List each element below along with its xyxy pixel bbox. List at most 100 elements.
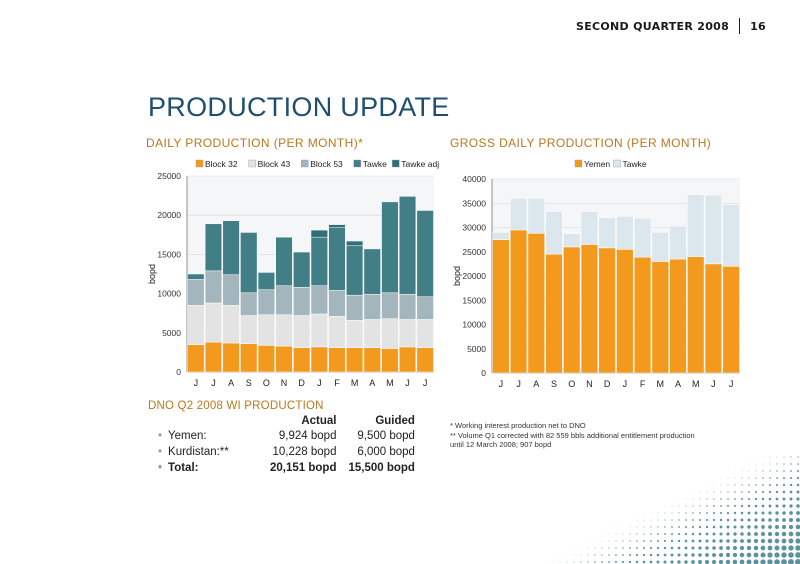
pattern-dot (601, 561, 603, 563)
pattern-dot (706, 484, 708, 486)
pattern-dot (734, 498, 736, 500)
pattern-dot (781, 524, 787, 530)
bar-segment (328, 347, 346, 373)
bar-segment (633, 218, 652, 258)
bar-segment (704, 194, 723, 265)
bar-segment (363, 319, 381, 348)
y-tick-label: 25000 (157, 171, 181, 181)
pattern-dot (663, 560, 667, 564)
pattern-dot (720, 491, 722, 493)
pattern-dot (671, 519, 673, 521)
bar-segment (669, 225, 687, 260)
pattern-dot (635, 560, 639, 564)
pattern-dot (713, 484, 715, 486)
row-label: • Kurdistan:** (158, 444, 258, 460)
pattern-dot (796, 490, 800, 494)
pattern-dot (636, 526, 638, 528)
x-tick-label: F (334, 378, 340, 388)
pattern-dot (692, 519, 694, 521)
footnote: ** Volume Q1 corrected with 82 559 bbls … (450, 430, 695, 450)
pattern-dot (748, 491, 750, 493)
bar-segment (257, 345, 275, 373)
pattern-dot (781, 559, 787, 564)
pattern-dot (733, 504, 737, 508)
pattern-dot (691, 553, 695, 557)
pattern-dot (713, 505, 715, 507)
bar-segment (257, 289, 275, 316)
pattern-dot (754, 511, 758, 515)
pattern-dot (677, 539, 681, 543)
pattern-dot (671, 512, 673, 514)
pattern-dot (628, 560, 632, 564)
pattern-dot (692, 498, 694, 500)
pattern-dot (671, 505, 673, 507)
pattern-dot (636, 547, 638, 549)
x-tick-label: J (711, 379, 716, 389)
bar-segment (310, 236, 328, 287)
pattern-dot (698, 539, 702, 543)
legend-label: Yemen (584, 159, 610, 169)
pattern-dot (657, 540, 659, 542)
pattern-dot (760, 552, 766, 558)
pattern-dot (767, 552, 773, 558)
pattern-dot (678, 505, 680, 507)
page-header: SECOND QUARTER 2008 16 (576, 18, 766, 34)
pattern-dot (753, 545, 759, 551)
pattern-dot (782, 490, 786, 494)
pattern-dot (748, 470, 750, 472)
pattern-dot (719, 511, 723, 515)
pattern-dot (566, 561, 568, 563)
pattern-dot (775, 504, 779, 508)
pattern-dot (691, 539, 695, 543)
pattern-dot (713, 491, 715, 493)
bar-segment (545, 253, 563, 374)
bar-segment (563, 246, 581, 374)
bar-segment (509, 198, 528, 231)
bar-segment (222, 220, 240, 276)
pattern-dot (657, 526, 659, 528)
pattern-dot (754, 532, 758, 536)
pattern-dot (762, 477, 764, 479)
bar-segment (310, 346, 328, 373)
y-tick-label: 0 (176, 367, 181, 377)
pattern-dot (733, 539, 737, 543)
pattern-dot (594, 561, 596, 563)
bar-segment (492, 232, 510, 240)
x-tick-label: D (298, 378, 305, 388)
pattern-dot (775, 490, 779, 494)
pattern-dot (705, 518, 709, 522)
pattern-dot (656, 553, 660, 557)
bar-segment (616, 216, 634, 250)
pattern-dot (747, 525, 751, 529)
pattern-dot (699, 519, 701, 521)
y-axis-label: bopd (452, 266, 462, 286)
pattern-dot (699, 498, 701, 500)
pattern-dot (649, 553, 653, 557)
pattern-dot (796, 483, 800, 487)
pattern-dot (727, 498, 729, 500)
x-tick-label: J (729, 379, 734, 389)
pattern-dot (789, 504, 793, 508)
pattern-dot (768, 490, 772, 494)
pattern-dot (587, 547, 589, 549)
pattern-dot (684, 553, 688, 557)
pattern-dot (740, 518, 744, 522)
bar-segment (293, 347, 311, 373)
pattern-dot (566, 554, 568, 556)
pattern-dot (691, 560, 695, 564)
bar-segment (240, 343, 258, 373)
actual-value: 20,151 bopd (270, 462, 337, 474)
pattern-dot (559, 561, 561, 563)
pattern-dot (767, 531, 773, 537)
pattern-dot (704, 559, 710, 564)
pattern-dot (649, 546, 653, 550)
bar-segment (187, 273, 205, 280)
pattern-dot (712, 553, 716, 557)
pattern-dot (782, 511, 786, 515)
pattern-dot (734, 491, 736, 493)
bar-segment (633, 256, 652, 374)
bar-segment (328, 290, 346, 317)
pattern-dot (739, 545, 745, 551)
pattern-dot (761, 497, 765, 501)
pattern-dot (650, 519, 652, 521)
